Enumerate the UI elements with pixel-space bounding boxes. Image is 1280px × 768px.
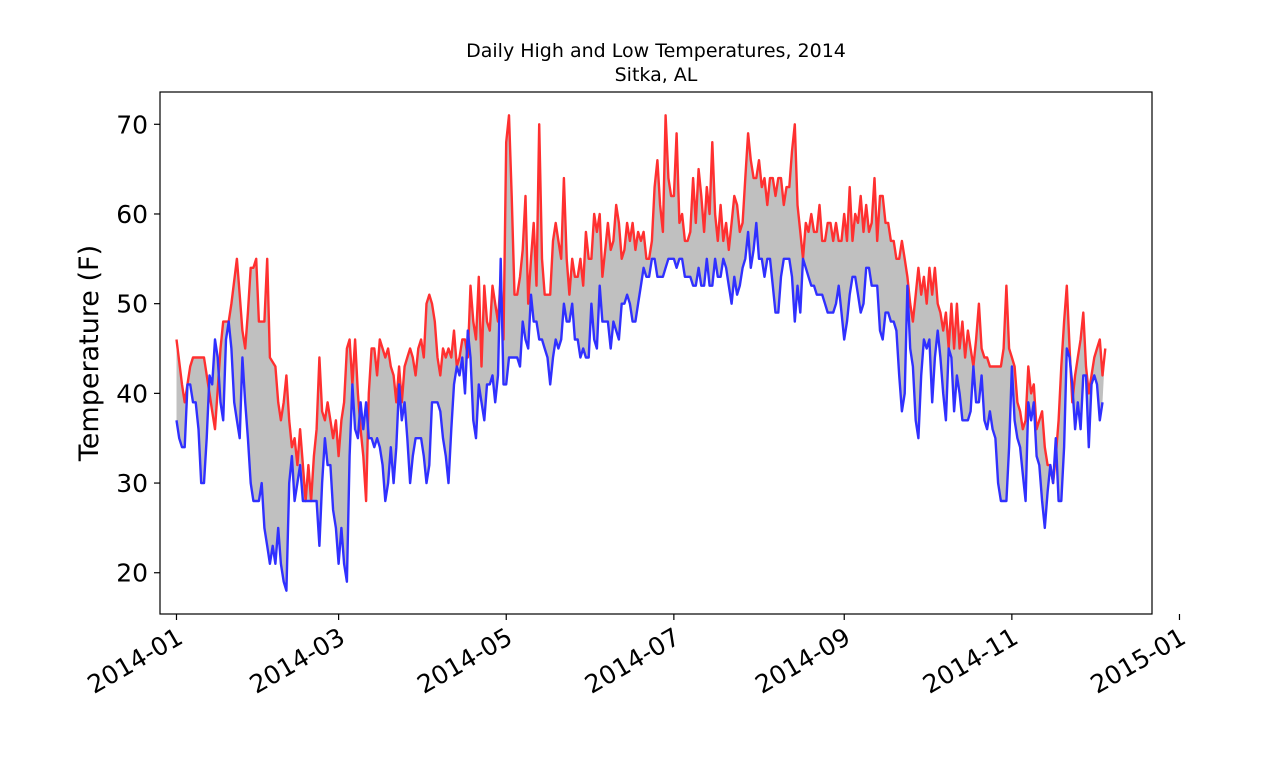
- temperature-range-fill: [176, 115, 1106, 591]
- y-tick-label: 40: [116, 379, 148, 408]
- plot-area: [159, 91, 1153, 615]
- series-lines: [175, 114, 1107, 592]
- y-tick-label: 60: [116, 200, 148, 229]
- plot-frame: [159, 91, 1153, 615]
- y-tick-label: 20: [116, 559, 148, 588]
- series-line-low: [175, 221, 1104, 592]
- y-tick-label: 70: [116, 110, 148, 139]
- y-tick-label: 50: [116, 290, 148, 319]
- y-axis-label: Temperature (F): [74, 245, 105, 462]
- series-line-high: [175, 114, 1107, 503]
- chart-title: Daily High and Low Temperatures, 2014: [466, 40, 846, 62]
- y-tick-label: 30: [116, 469, 148, 498]
- chart-subtitle: Sitka, AL: [615, 64, 698, 86]
- y-axis: 20 30 40 50 60 70: [116, 110, 160, 588]
